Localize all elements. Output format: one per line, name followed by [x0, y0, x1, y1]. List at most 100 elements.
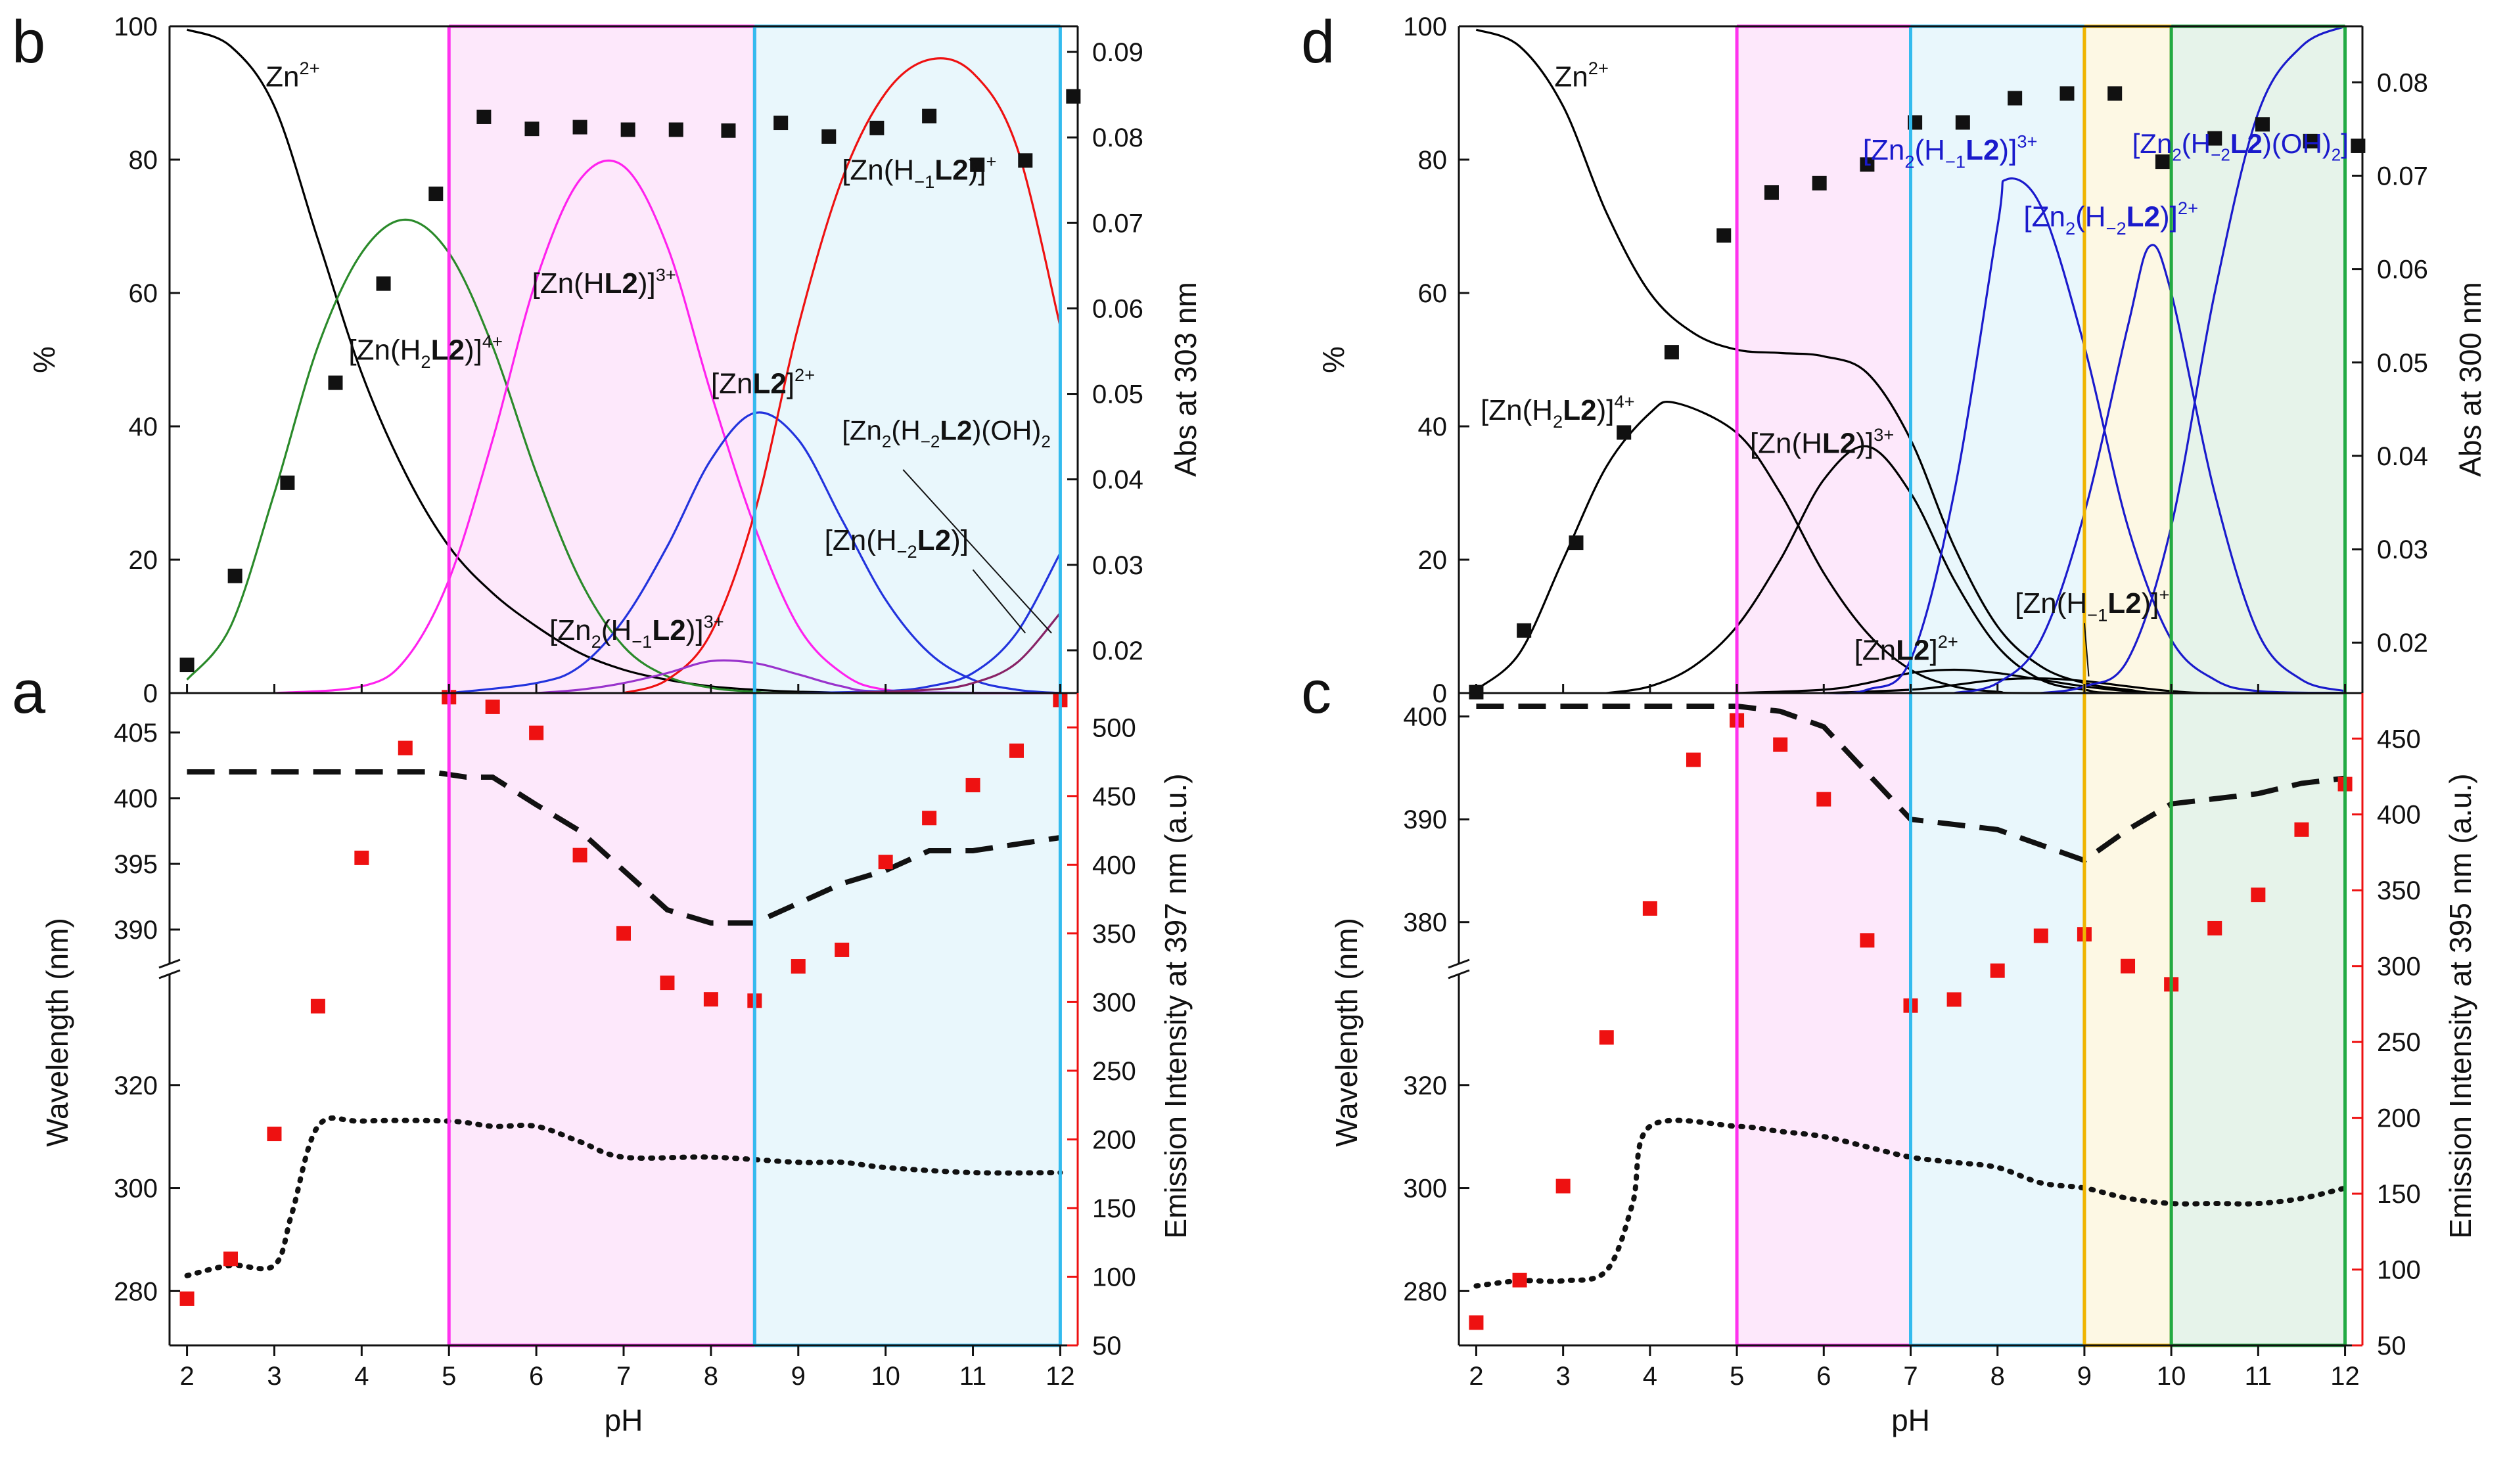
emission-point: [1512, 1272, 1527, 1288]
x-tick-label: 2: [179, 1362, 194, 1391]
x-tick-label: 3: [1556, 1362, 1571, 1391]
label-oh: [Zn2(H−2L2)(OH)2]: [2132, 128, 2349, 165]
x-tick-label: 12: [2330, 1362, 2360, 1391]
x-axis-title: pH: [605, 1403, 643, 1437]
label-part: )(OH): [972, 415, 1041, 445]
label-zn2: Zn2+: [265, 58, 319, 93]
emission-point: [485, 699, 500, 714]
wavelength-axis-title: Wavelength (nm): [1329, 918, 1364, 1147]
em-tick-label: 100: [1092, 1263, 1136, 1292]
em-tick-label: 500: [1092, 713, 1136, 742]
wl-tick-label: 320: [114, 1071, 158, 1100]
label-part: (H: [2075, 201, 2105, 233]
abs-point: [376, 276, 391, 291]
wl-tick-label: 400: [1403, 703, 1447, 732]
abs-point: [227, 568, 242, 583]
wavelength-lower-dotted: [1473, 1117, 2348, 1289]
label-part: [Zn: [2132, 128, 2173, 159]
panel-letter-b: b: [12, 9, 45, 76]
y-tick-label: 60: [1418, 279, 1448, 308]
y-tick-label: 80: [1418, 146, 1448, 175]
em-tick-label: 100: [2377, 1256, 2421, 1285]
abs-point: [280, 475, 295, 490]
label-part: L2: [2230, 128, 2263, 159]
emission-point: [354, 850, 369, 865]
label-part: 2+: [1938, 631, 1958, 652]
abs-point: [1764, 185, 1779, 200]
label-part: −1: [1945, 151, 1966, 171]
x-axis-title: pH: [1891, 1403, 1930, 1437]
label-part: 2: [2172, 145, 2181, 165]
emission-point: [2251, 888, 2266, 903]
label-part: L2: [2127, 201, 2160, 233]
label-hl2: [Zn(HL2)]3+: [532, 265, 676, 300]
label-part: )]: [465, 334, 482, 367]
em-tick-label: 50: [2377, 1332, 2406, 1360]
label-part: −1: [914, 171, 934, 192]
species-curve: [1954, 244, 2346, 694]
em-tick-label: 450: [2377, 725, 2421, 753]
species-curve: [842, 612, 1061, 694]
wavelength-upper-dashed: [187, 769, 1061, 926]
x-tick-label: 11: [2245, 1362, 2272, 1391]
x-tick-label: 10: [871, 1362, 900, 1391]
y2-tick-label: 0.03: [1092, 551, 1143, 580]
label-part: [Zn(H: [825, 524, 897, 556]
x-tick-label: 12: [1046, 1362, 1075, 1391]
label-part: 3+: [1874, 424, 1894, 445]
label-part: 3+: [656, 265, 676, 285]
abs-point: [1617, 425, 1632, 440]
y-tick-label: 100: [114, 12, 158, 41]
em-tick-label: 300: [2377, 953, 2421, 981]
label-part: L2: [652, 614, 685, 646]
em-tick-label: 150: [1092, 1194, 1136, 1223]
label-part: [Zn: [1854, 634, 1897, 666]
abs-point: [620, 122, 635, 137]
em-tick-label: 350: [2377, 876, 2421, 905]
y2-axis-title: Abs at 300 nm: [2453, 282, 2487, 477]
label-part: [Zn(H: [1481, 394, 1553, 426]
label-hm1: [Zn(H−1L2)]+: [2015, 585, 2169, 625]
label-part: )(OH): [2263, 128, 2332, 159]
label-zn2: Zn2+: [1554, 58, 1608, 93]
em-tick-label: 200: [1092, 1125, 1136, 1154]
y2-tick-label: 0.08: [1092, 124, 1143, 152]
x-tick-label: 10: [2157, 1362, 2186, 1391]
emission-point: [2207, 920, 2222, 935]
emission-point: [1009, 743, 1024, 758]
label-part: [Zn: [711, 367, 753, 399]
species-curve: [449, 411, 1061, 694]
species-curve: [1824, 177, 2345, 694]
em-tick-label: 400: [2377, 801, 2421, 830]
y2-tick-label: 0.07: [2377, 162, 2428, 191]
x-tick-label: 4: [354, 1362, 369, 1391]
x-tick-label: 3: [267, 1362, 281, 1391]
emission-axis-title: Emission Intensity at 395 nm (a.u.): [2443, 773, 2477, 1238]
label-hl2: [Zn(HL2)]3+: [1750, 424, 1894, 459]
abs-point: [2008, 91, 2023, 106]
label-part: )]: [638, 267, 656, 300]
label-part: −1: [632, 631, 652, 652]
label-part: −2: [2211, 145, 2230, 165]
label-zn2hm1: [Zn2(H−1L2)]3+: [1863, 131, 2038, 172]
em-tick-label: 350: [1092, 920, 1136, 949]
y-axis-title: %: [27, 346, 61, 373]
emission-point: [223, 1251, 239, 1267]
abs-point: [922, 108, 937, 124]
emission-point: [529, 725, 544, 740]
abs-point: [1860, 157, 1875, 172]
species-curve: [1475, 28, 2345, 694]
label-part: −2: [2106, 218, 2127, 238]
wavelength-lower-dotted: [184, 1115, 1063, 1278]
abs-point: [773, 116, 789, 131]
label-part: [Zn: [1863, 134, 1905, 166]
emission-point: [398, 740, 413, 755]
label-part: 3+: [2017, 131, 2037, 152]
y2-tick-label: 0.08: [2377, 68, 2428, 97]
label-part: [Zn: [2023, 201, 2065, 233]
label-part: L2: [940, 415, 972, 445]
wavelength-upper-dashed: [1476, 704, 2346, 864]
y-tick-label: 20: [129, 546, 158, 575]
leader-line: [902, 469, 1052, 634]
